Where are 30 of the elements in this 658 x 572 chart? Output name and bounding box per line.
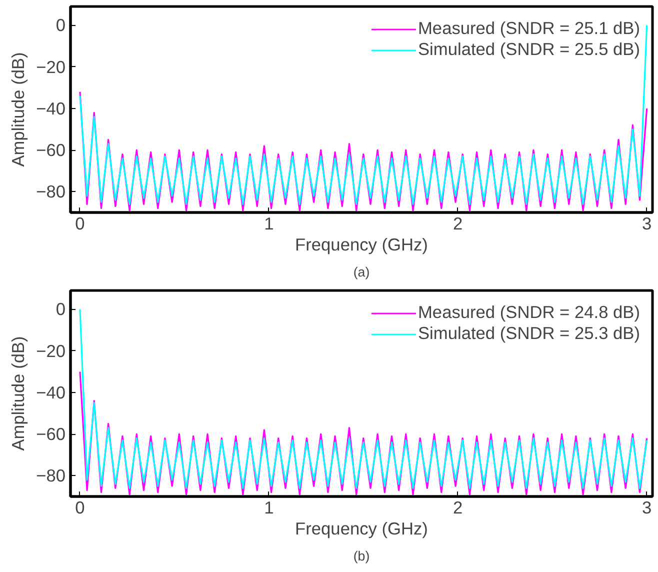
- y-tick-label: −20: [36, 340, 66, 361]
- y-tick-label: −80: [36, 182, 66, 202]
- line-series: [79, 91, 648, 212]
- x-axis-title: Frequency (GHz): [295, 234, 428, 254]
- x-tick-label: 3: [642, 214, 652, 234]
- x-tick-label: 0: [75, 214, 85, 234]
- y-tick-label: −20: [36, 56, 66, 77]
- y-tick-label: −60: [36, 424, 66, 444]
- x-tick-label: 1: [264, 214, 274, 234]
- y-tick-label: −40: [36, 98, 66, 118]
- line-series: [79, 370, 648, 496]
- x-axis-title: Frequency (GHz): [295, 518, 428, 538]
- x-tick-label: 3: [642, 498, 652, 518]
- text: (b): [353, 548, 370, 564]
- legend-label: Measured (SNDR = 25.1 dB): [418, 18, 640, 39]
- x-tick-label: 2: [453, 498, 463, 518]
- y-tick-label: −80: [36, 466, 66, 486]
- legend-label: Measured (SNDR = 24.8 dB): [418, 302, 640, 323]
- y-tick-label: −60: [36, 140, 66, 160]
- legend-label: Simulated (SNDR = 25.3 dB): [418, 323, 640, 344]
- x-tick-label: 0: [75, 498, 85, 518]
- y-axis-title: Amplitude (dB): [8, 52, 28, 167]
- y-tick-label: 0: [56, 299, 66, 320]
- y-tick-label: −40: [36, 382, 66, 402]
- text: (a): [353, 264, 370, 280]
- legend-label: Simulated (SNDR = 25.5 dB): [418, 39, 640, 60]
- x-tick-label: 2: [453, 214, 463, 234]
- y-tick-label: 0: [56, 15, 66, 36]
- y-axis-title: Amplitude (dB): [8, 336, 28, 451]
- x-tick-label: 1: [264, 498, 274, 518]
